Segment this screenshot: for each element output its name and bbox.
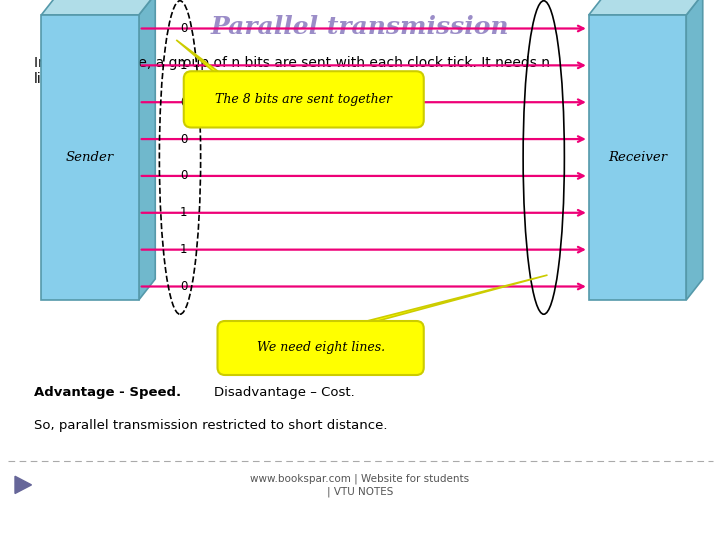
- Text: 1: 1: [180, 206, 187, 219]
- Polygon shape: [15, 476, 32, 494]
- Text: We need eight lines.: We need eight lines.: [256, 341, 384, 354]
- Polygon shape: [176, 40, 283, 120]
- Text: 0: 0: [180, 22, 187, 35]
- FancyBboxPatch shape: [41, 15, 139, 300]
- Text: Disadvantage – Cost.: Disadvantage – Cost.: [214, 386, 354, 399]
- Text: In parallel mode, a group of n bits are sent with each clock tick. It needs n
li: In parallel mode, a group of n bits are …: [34, 56, 550, 86]
- FancyBboxPatch shape: [184, 71, 424, 127]
- FancyBboxPatch shape: [217, 321, 424, 375]
- Polygon shape: [139, 0, 156, 300]
- Text: The 8 bits are sent together: The 8 bits are sent together: [215, 93, 392, 106]
- Text: 0: 0: [180, 133, 187, 146]
- FancyBboxPatch shape: [589, 15, 686, 300]
- Text: 0: 0: [180, 96, 187, 109]
- Text: 1: 1: [180, 243, 187, 256]
- Polygon shape: [589, 0, 703, 15]
- Text: Receiver: Receiver: [608, 151, 667, 164]
- Text: 0: 0: [180, 170, 187, 183]
- Text: 0: 0: [180, 280, 187, 293]
- Polygon shape: [338, 275, 547, 328]
- Text: Parallel transmission: Parallel transmission: [211, 15, 509, 39]
- Polygon shape: [686, 0, 703, 300]
- Polygon shape: [41, 0, 156, 15]
- Text: So, parallel transmission restricted to short distance.: So, parallel transmission restricted to …: [34, 418, 387, 431]
- Text: 1: 1: [180, 59, 187, 72]
- Text: Sender: Sender: [66, 151, 114, 164]
- Text: www.bookspar.com | Website for students
| VTU NOTES: www.bookspar.com | Website for students …: [251, 474, 469, 497]
- Text: Advantage - Speed.: Advantage - Speed.: [34, 386, 181, 399]
